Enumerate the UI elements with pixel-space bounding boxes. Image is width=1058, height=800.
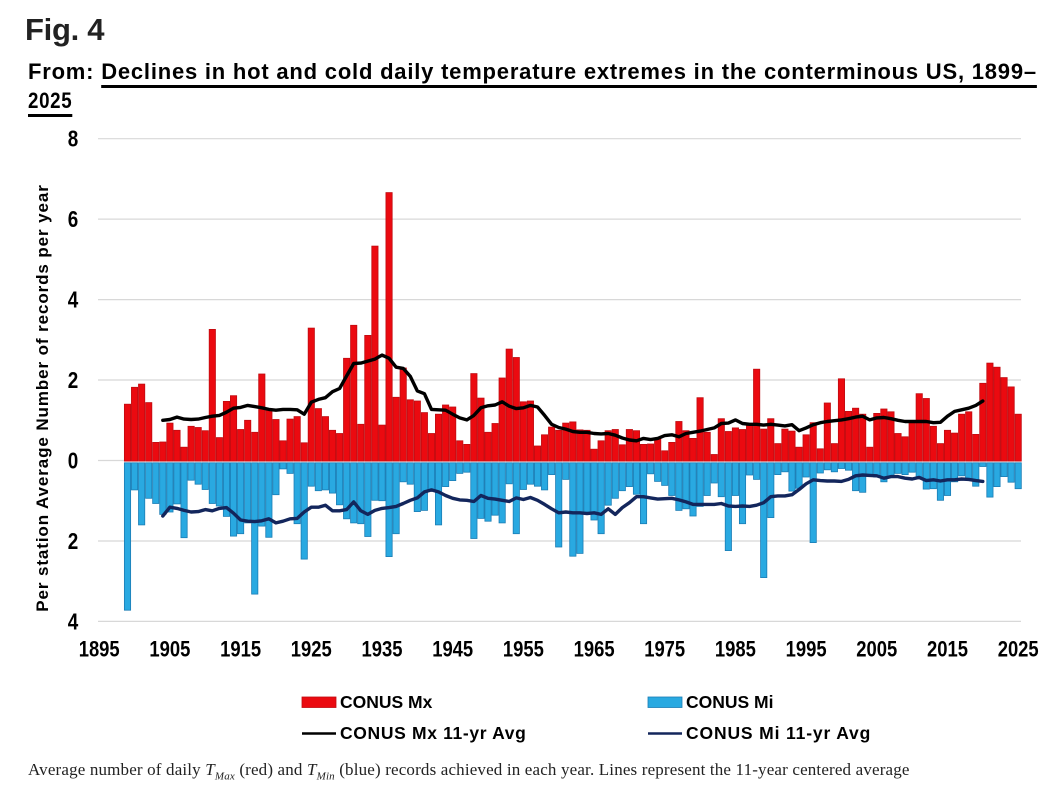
svg-text:2005: 2005	[856, 637, 897, 662]
svg-text:CONUS Mi 11-yr Avg: CONUS Mi 11-yr Avg	[686, 723, 871, 743]
svg-text:1935: 1935	[362, 637, 403, 662]
svg-text:Per station Average Number of: Per station Average Number of records pe…	[33, 184, 52, 612]
svg-text:2: 2	[68, 367, 79, 393]
svg-text:1985: 1985	[715, 637, 756, 662]
svg-text:1895: 1895	[79, 637, 120, 662]
svg-text:1955: 1955	[503, 637, 544, 662]
svg-text:1945: 1945	[432, 637, 473, 662]
svg-text:1925: 1925	[291, 637, 332, 662]
svg-text:2025: 2025	[998, 637, 1039, 662]
svg-text:2: 2	[68, 528, 79, 554]
svg-text:4: 4	[68, 287, 79, 313]
svg-text:0: 0	[68, 448, 79, 474]
svg-text:4: 4	[68, 608, 79, 634]
svg-text:1975: 1975	[644, 637, 685, 662]
svg-text:8: 8	[68, 126, 79, 152]
svg-text:6: 6	[68, 206, 79, 232]
svg-text:1965: 1965	[574, 637, 615, 662]
svg-text:1905: 1905	[149, 637, 190, 662]
svg-text:CONUS Mx 11-yr Avg: CONUS Mx 11-yr Avg	[340, 723, 526, 743]
svg-text:2015: 2015	[927, 637, 968, 662]
svg-text:CONUS Mi: CONUS Mi	[686, 692, 774, 712]
svg-text:1915: 1915	[220, 637, 261, 662]
svg-text:1995: 1995	[786, 637, 827, 662]
svg-text:CONUS Mx: CONUS Mx	[340, 692, 433, 712]
